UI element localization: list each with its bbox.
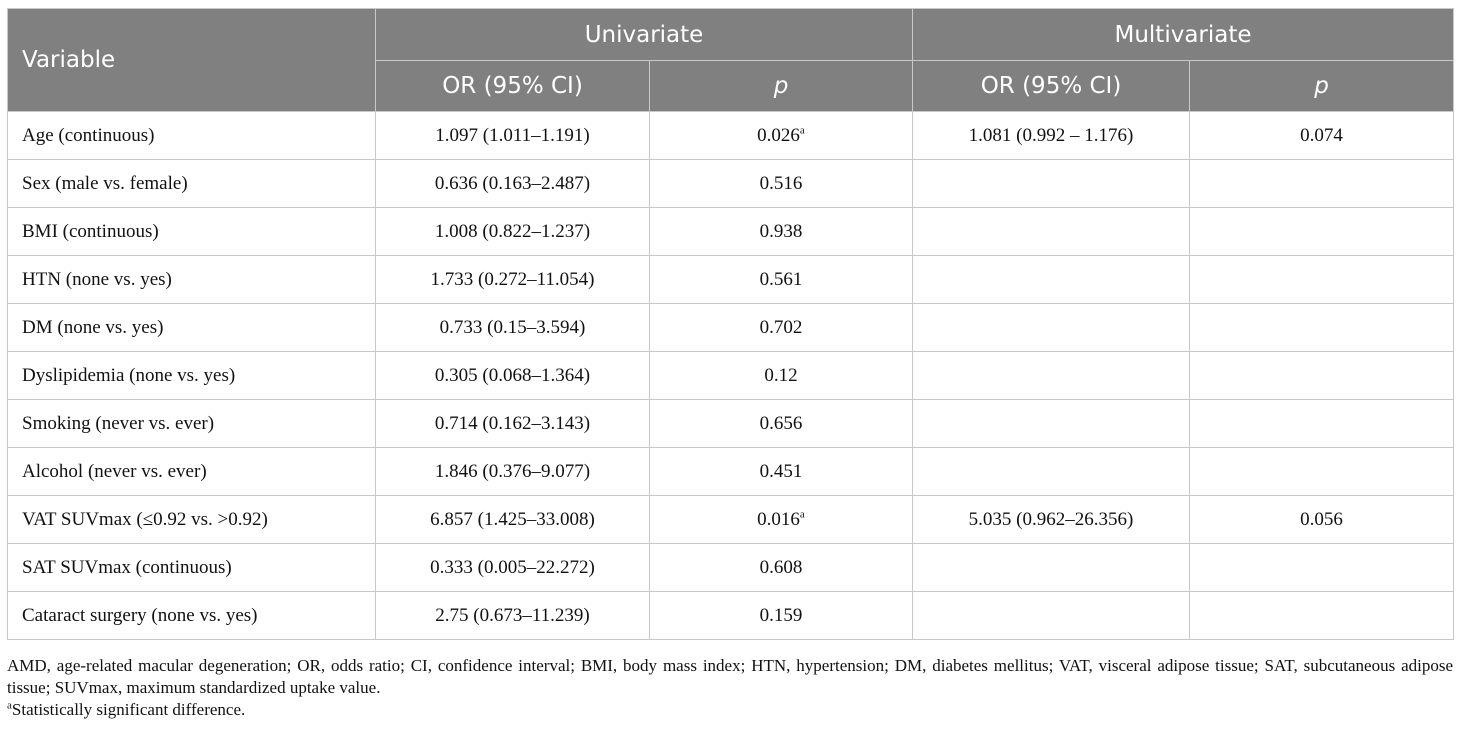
header-univariate: Univariate xyxy=(375,8,913,61)
abbreviations-note: AMD, age-related macular degeneration; O… xyxy=(7,656,1453,697)
significance-note: aStatistically significant difference. xyxy=(7,699,1453,721)
cell-multi-or xyxy=(912,207,1190,256)
cell-uni-or: 6.857 (1.425–33.008) xyxy=(375,495,650,544)
cell-uni-or: 0.733 (0.15–3.594) xyxy=(375,303,650,352)
table-row: DM (none vs. yes) 0.733 (0.15–3.594) 0.702 xyxy=(7,303,1455,352)
cell-uni-p: 0.026a xyxy=(649,111,913,160)
significance-text: Statistically significant difference. xyxy=(11,700,246,719)
cell-multi-p xyxy=(1188,447,1455,496)
cell-multi-p xyxy=(1188,351,1455,400)
regression-table: Variable Univariate Multivariate OR (95%… xyxy=(7,8,1455,640)
cell-uni-p: 0.516 xyxy=(649,159,913,208)
cell-uni-or: 0.714 (0.162–3.143) xyxy=(375,399,650,448)
cell-uni-p-value: 0.016 xyxy=(757,508,800,530)
cell-variable: SAT SUVmax (continuous) xyxy=(7,543,376,592)
cell-uni-p: 0.159 xyxy=(649,591,913,640)
cell-uni-p: 0.656 xyxy=(649,399,913,448)
cell-uni-or: 1.008 (0.822–1.237) xyxy=(375,207,650,256)
cell-uni-or: 0.636 (0.163–2.487) xyxy=(375,159,650,208)
cell-multi-or: 1.081 (0.992 – 1.176) xyxy=(912,111,1190,160)
table-row: Cataract surgery (none vs. yes) 2.75 (0.6… xyxy=(7,591,1455,640)
cell-multi-p xyxy=(1188,399,1455,448)
cell-uni-p: 0.12 xyxy=(649,351,913,400)
cell-variable: HTN (none vs. yes) xyxy=(7,255,376,304)
header-uni-or: OR (95% CI) xyxy=(375,60,650,112)
cell-uni-p: 0.451 xyxy=(649,447,913,496)
cell-variable: Cataract surgery (none vs. yes) xyxy=(7,591,376,640)
cell-multi-p: 0.074 xyxy=(1188,111,1455,160)
cell-multi-or xyxy=(912,543,1190,592)
table-row: Smoking (never vs. ever) 0.714 (0.162–3.1… xyxy=(7,399,1455,448)
table-row: Dyslipidemia (none vs. yes) 0.305 (0.068–… xyxy=(7,351,1455,400)
cell-multi-p: 0.056 xyxy=(1188,495,1455,544)
header-multivariate: Multivariate xyxy=(911,8,1455,61)
table-header: Variable Univariate Multivariate OR (95%… xyxy=(7,8,1455,112)
cell-multi-or xyxy=(912,351,1190,400)
cell-multi-p xyxy=(1188,591,1455,640)
table-body: Age (continuous) 1.097 (1.011–1.191) 0.026… xyxy=(7,111,1455,640)
cell-uni-or: 1.846 (0.376–9.077) xyxy=(375,447,650,496)
header-uni-p: p xyxy=(649,60,913,112)
cell-uni-or: 2.75 (0.673–11.239) xyxy=(375,591,650,640)
cell-multi-p xyxy=(1188,543,1455,592)
table-row: Sex (male vs. female) 0.636 (0.163–2.487)… xyxy=(7,159,1455,208)
cell-variable: Dyslipidemia (none vs. yes) xyxy=(7,351,376,400)
cell-multi-p xyxy=(1188,255,1455,304)
cell-multi-p xyxy=(1188,303,1455,352)
cell-uni-or: 0.305 (0.068–1.364) xyxy=(375,351,650,400)
cell-multi-p xyxy=(1188,207,1455,256)
table-row: SAT SUVmax (continuous) 0.333 (0.005–22.2… xyxy=(7,543,1455,592)
cell-multi-or xyxy=(912,303,1190,352)
header-multi-p: p xyxy=(1188,60,1455,112)
header-multi-or: OR (95% CI) xyxy=(912,60,1190,112)
cell-uni-p: 0.561 xyxy=(649,255,913,304)
cell-multi-or xyxy=(912,591,1190,640)
cell-multi-or xyxy=(912,399,1190,448)
cell-uni-or: 0.333 (0.005–22.272) xyxy=(375,543,650,592)
cell-variable: Sex (male vs. female) xyxy=(7,159,376,208)
cell-variable: BMI (continuous) xyxy=(7,207,376,256)
table-footnotes: AMD, age-related macular degeneration; O… xyxy=(7,655,1453,721)
cell-uni-or: 1.733 (0.272–11.054) xyxy=(375,255,650,304)
cell-multi-or: 5.035 (0.962–26.356) xyxy=(912,495,1190,544)
cell-uni-or: 1.097 (1.011–1.191) xyxy=(375,111,650,160)
cell-multi-or xyxy=(912,159,1190,208)
cell-multi-or xyxy=(912,255,1190,304)
cell-uni-p: 0.608 xyxy=(649,543,913,592)
cell-multi-or xyxy=(912,447,1190,496)
header-variable: Variable xyxy=(7,8,376,112)
cell-multi-p xyxy=(1188,159,1455,208)
cell-uni-p: 0.702 xyxy=(649,303,913,352)
table-row: BMI (continuous) 1.008 (0.822–1.237) 0.938 xyxy=(7,207,1455,256)
significance-marker: a xyxy=(7,699,12,712)
cell-variable: Age (continuous) xyxy=(7,111,376,160)
cell-uni-p: 0.938 xyxy=(649,207,913,256)
cell-variable: Alcohol (never vs. ever) xyxy=(7,447,376,496)
cell-uni-p: 0.016a xyxy=(649,495,913,544)
regression-table-container: Variable Univariate Multivariate OR (95%… xyxy=(7,8,1455,640)
table-row: Alcohol (never vs. ever) 1.846 (0.376–9.0… xyxy=(7,447,1455,496)
table-row: VAT SUVmax (≤0.92 vs. >0.92) 6.857 (1.425… xyxy=(7,495,1455,544)
cell-variable: DM (none vs. yes) xyxy=(7,303,376,352)
significance-marker: a xyxy=(799,508,805,521)
cell-variable: VAT SUVmax (≤0.92 vs. >0.92) xyxy=(7,495,376,544)
significance-marker: a xyxy=(799,124,805,137)
table-row: HTN (none vs. yes) 1.733 (0.272–11.054) 0.… xyxy=(7,255,1455,304)
table-row: Age (continuous) 1.097 (1.011–1.191) 0.026… xyxy=(7,111,1455,160)
cell-variable: Smoking (never vs. ever) xyxy=(7,399,376,448)
cell-uni-p-value: 0.026 xyxy=(757,124,800,146)
